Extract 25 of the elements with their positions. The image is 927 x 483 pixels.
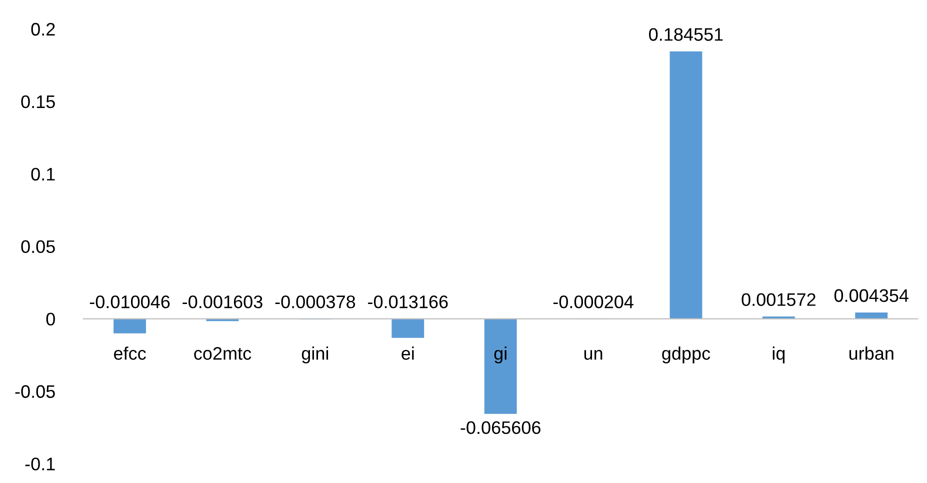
x-tick-label: gdppc [662,346,710,364]
data-label: 0.184551 [649,28,723,41]
x-tick-label: gi [494,346,506,364]
y-tick-label: 0.15 [21,95,55,108]
x-tick-label: co2mtc [194,347,252,360]
data-label: -0.010046 [90,295,170,308]
x-tick-label: gini [302,346,328,364]
x-tick-label: iq [772,346,785,364]
y-tick-label: 0.05 [21,240,55,254]
data-label: -0.013166 [368,295,448,308]
y-tick-label: 0 [46,312,55,326]
data-label: -0.000378 [275,295,356,308]
y-tick-label: 0.2 [31,22,55,36]
x-tick-label: un [584,350,602,360]
x-tick-label: urban [849,346,894,360]
data-label: -0.001603 [182,295,262,308]
data-label: 0.001572 [742,293,816,306]
y-tick-label: -0.1 [25,458,55,470]
data-label: -0.000204 [553,295,634,308]
y-tick-label: 0.1 [31,168,55,181]
data-label: -0.065606 [460,421,540,434]
x-tick-label: efcc [114,346,146,360]
x-tick-label: ei [402,346,414,360]
y-tick-label: -0.05 [15,385,55,398]
data-label: 0.004354 [834,289,909,302]
